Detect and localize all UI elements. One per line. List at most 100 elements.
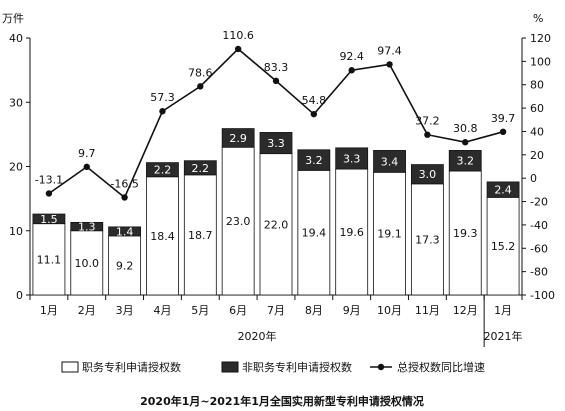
bar-non-employee-label: 3.0 (419, 168, 437, 181)
growth-point (348, 67, 355, 74)
labels-layer: 11.1 1.5 10.0 1.3 9.2 1.4 18.4 2.2 18.7 2.2 23.0 2.… (35, 29, 516, 272)
left-tick-label: 10 (9, 225, 23, 238)
legend-swatch-non-employee (221, 361, 239, 373)
bar-employee (297, 169, 331, 296)
growth-point (45, 190, 53, 197)
bar-non-employee-label: 2.9 (229, 132, 247, 145)
x-tick-label: 7月 (267, 304, 285, 317)
bar-non-employee-label: 3.4 (381, 155, 399, 168)
growth-point (310, 110, 318, 118)
x-tick-label: 12月 (453, 304, 478, 317)
right-tick-label: -40 (530, 219, 548, 232)
bar-employee-label: 19.4 (302, 227, 327, 240)
bar-non-employee (410, 164, 444, 185)
legend: 职务专利申请授权数 非职务专利申请授权数 总授权数同比增速 2020年1月~2021年… (61, 360, 485, 408)
bar-non-employee (32, 213, 66, 225)
bar-employee-label: 18.4 (150, 230, 175, 243)
growth-point (424, 131, 431, 138)
bar-non-employee-label: 1.3 (78, 221, 96, 234)
growth-point (83, 163, 90, 171)
x-tick-label: 5月 (191, 304, 209, 317)
right-tick-label: -60 (530, 242, 548, 255)
growth-point (462, 139, 469, 146)
left-tick-label: 0 (16, 289, 23, 302)
bar-non-employee (373, 150, 406, 173)
bar-employee (373, 171, 406, 296)
x-tick-label: 4月 (153, 304, 171, 317)
growth-label: 97.4 (377, 44, 402, 57)
growth-point (272, 77, 280, 85)
bar-employee (108, 235, 142, 296)
right-tick-label: 0 (530, 172, 537, 185)
bar-non-employee-label: 3.2 (305, 154, 323, 167)
bar-employee (70, 230, 104, 296)
bar-non-employee-label: 1.4 (116, 225, 134, 238)
right-tick-label: 120 (530, 32, 551, 45)
bar-employee-label: 9.2 (116, 259, 134, 272)
bar-employee (221, 146, 255, 296)
bar-non-employee (70, 221, 104, 232)
x-tick-label: 3月 (116, 304, 134, 317)
growth-label: 110.6 (222, 29, 254, 42)
x-tick-label: 2月 (78, 304, 96, 317)
left-tick-label: 20 (9, 161, 23, 174)
right-tick-label: 60 (530, 102, 544, 115)
bar-non-employee-label: 2.4 (494, 184, 512, 197)
left-axis-unit: 万件 (2, 12, 24, 25)
bar-non-employee (297, 149, 331, 171)
bar-employee-label: 22.0 (264, 218, 289, 231)
bar-employee-label: 15.2 (491, 240, 516, 253)
x-tick-label: 1月 (40, 304, 58, 317)
left-tick-label: 30 (9, 96, 23, 109)
x-tick-label: 9月 (343, 304, 361, 317)
x-tick-label: 8月 (305, 304, 323, 317)
growth-point (159, 108, 166, 115)
bar-employee-label: 19.3 (453, 227, 478, 240)
bar-non-employee (183, 160, 217, 176)
bar-non-employee (448, 150, 482, 172)
right-tick-label: 20 (530, 149, 544, 162)
growth-point (121, 194, 128, 201)
left-tick-label: 40 (9, 32, 23, 45)
growth-point (197, 83, 204, 90)
growth-point (386, 61, 393, 68)
bar-non-employee (221, 128, 255, 148)
bar-employee-label: 10.0 (75, 257, 100, 270)
growth-label: 78.6 (188, 66, 213, 79)
line-layer (45, 45, 507, 201)
right-axis-unit: % (533, 12, 543, 25)
legend-label-employee: 职务专利申请授权数 (82, 360, 181, 374)
right-tick-label: 40 (530, 125, 544, 138)
growth-label: 37.2 (415, 115, 440, 128)
growth-label: 39.7 (491, 112, 516, 125)
chart-title: 2020年1月~2021年1月全国实用新型专利申请授权情况 (140, 394, 424, 408)
bar-employee-label: 19.1 (377, 228, 402, 241)
bar-employee-label: 17.3 (415, 233, 440, 246)
bar-non-employee-label: 2.2 (154, 164, 172, 177)
x-tick-label: 10月 (377, 304, 402, 317)
legend-swatch-employee (61, 361, 79, 373)
bars-layer (32, 128, 520, 296)
growth-label: 54.8 (302, 94, 327, 107)
bar-non-employee-label: 1.5 (40, 213, 58, 226)
x-tick-label: 11月 (415, 304, 440, 317)
bar-non-employee (146, 162, 179, 178)
year-group-label: 2020年 (238, 329, 277, 343)
legend-marker-growth (377, 363, 385, 371)
axes-layer: 0 10 20 30 40 -100 -80 -60 -40 -20 0 20 40 60 80 100 120… (2, 12, 555, 347)
right-tick-label: -100 (530, 289, 555, 302)
right-tick-label: -20 (530, 196, 548, 209)
x-tick-label: 6月 (229, 304, 247, 317)
bar-employee (32, 223, 66, 296)
bar-non-employee (259, 132, 293, 155)
growth-label: -16.5 (110, 177, 138, 190)
growth-label: 57.3 (150, 91, 175, 104)
bar-non-employee-label: 3.3 (267, 137, 285, 150)
growth-point (234, 45, 242, 53)
bar-non-employee-label: 3.2 (456, 155, 474, 168)
growth-label: -13.1 (35, 173, 63, 186)
right-tick-label: 100 (530, 55, 551, 68)
bar-non-employee-label: 3.3 (343, 152, 361, 165)
year-group-label: 2021年 (484, 329, 523, 343)
right-tick-label: 80 (530, 79, 544, 92)
